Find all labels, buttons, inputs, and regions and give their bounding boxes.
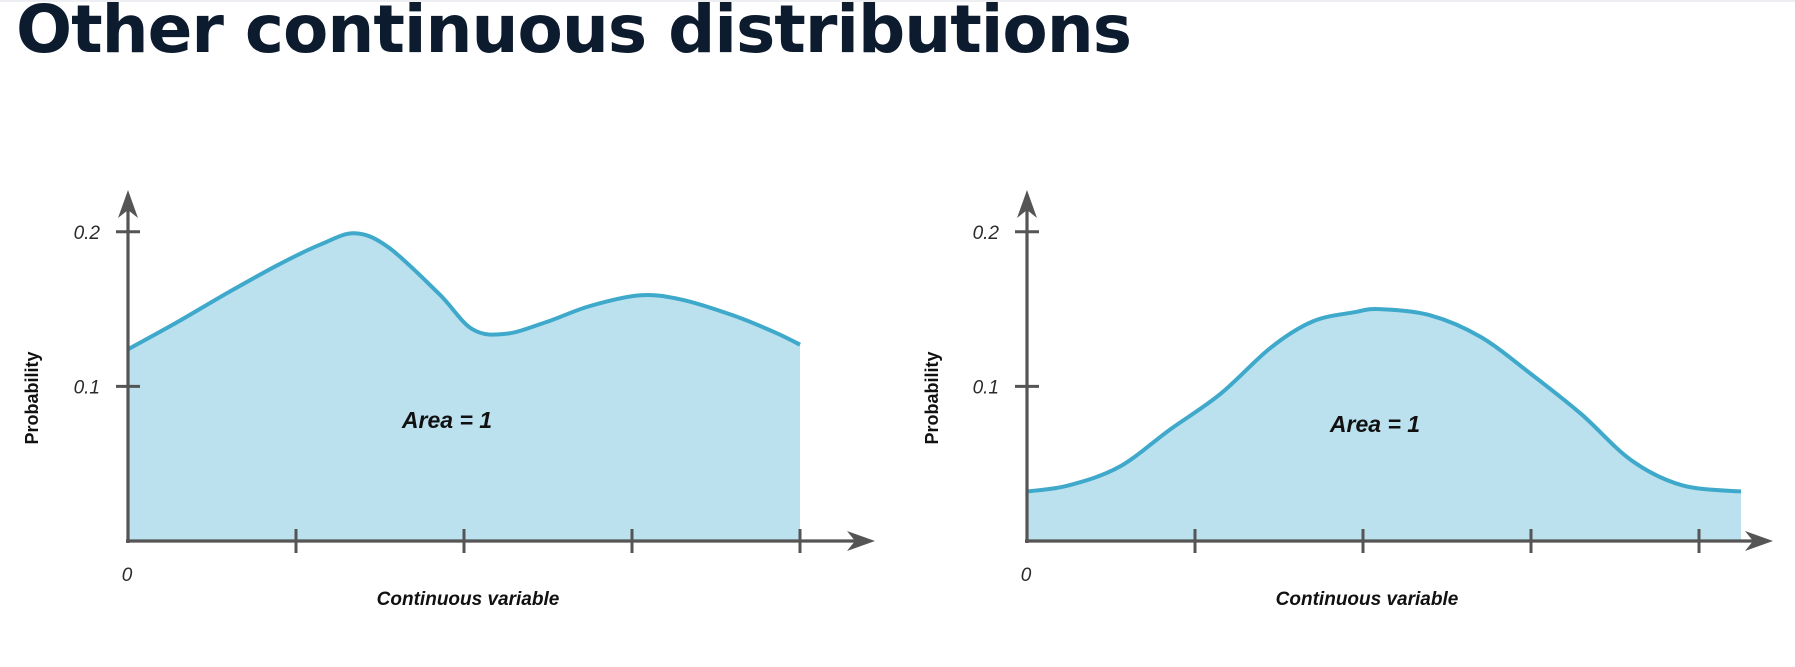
y-tick-label: 0.2: [973, 223, 1000, 244]
area-annotation: Area = 1: [401, 407, 492, 433]
area-annotation: Area = 1: [1329, 411, 1420, 437]
density-area: [128, 233, 800, 541]
chart-multimodal: 0 0.1 0.2 Area = 1 Continuous variable Probab…: [22, 190, 875, 610]
x-tick-label: 0: [1021, 565, 1032, 586]
x-axis-title: Continuous variable: [377, 589, 560, 610]
x-axis-arrow: [1745, 531, 1773, 551]
y-tick-label: 0.2: [74, 223, 101, 244]
x-axis-arrow: [847, 531, 875, 551]
y-axis-arrow: [118, 190, 138, 218]
y-axis-title: Probability: [922, 351, 942, 444]
density-curve: [127, 231, 801, 352]
density-curve: [1026, 307, 1742, 494]
x-axis-title: Continuous variable: [1276, 589, 1459, 610]
y-tick-label: 0.1: [74, 377, 100, 398]
y-axis-title: Probability: [22, 351, 42, 444]
y-tick-label: 0.1: [973, 377, 999, 398]
y-axis-arrow: [1017, 190, 1037, 218]
top-rule: [0, 0, 1795, 2]
density-area: [1027, 309, 1741, 541]
x-tick-label: 0: [122, 565, 133, 586]
chart-unimodal: 0 0.1 0.2 Area = 1 Continuous variable Probab…: [922, 190, 1773, 610]
page-title: Other continuous distributions: [16, 0, 1132, 68]
